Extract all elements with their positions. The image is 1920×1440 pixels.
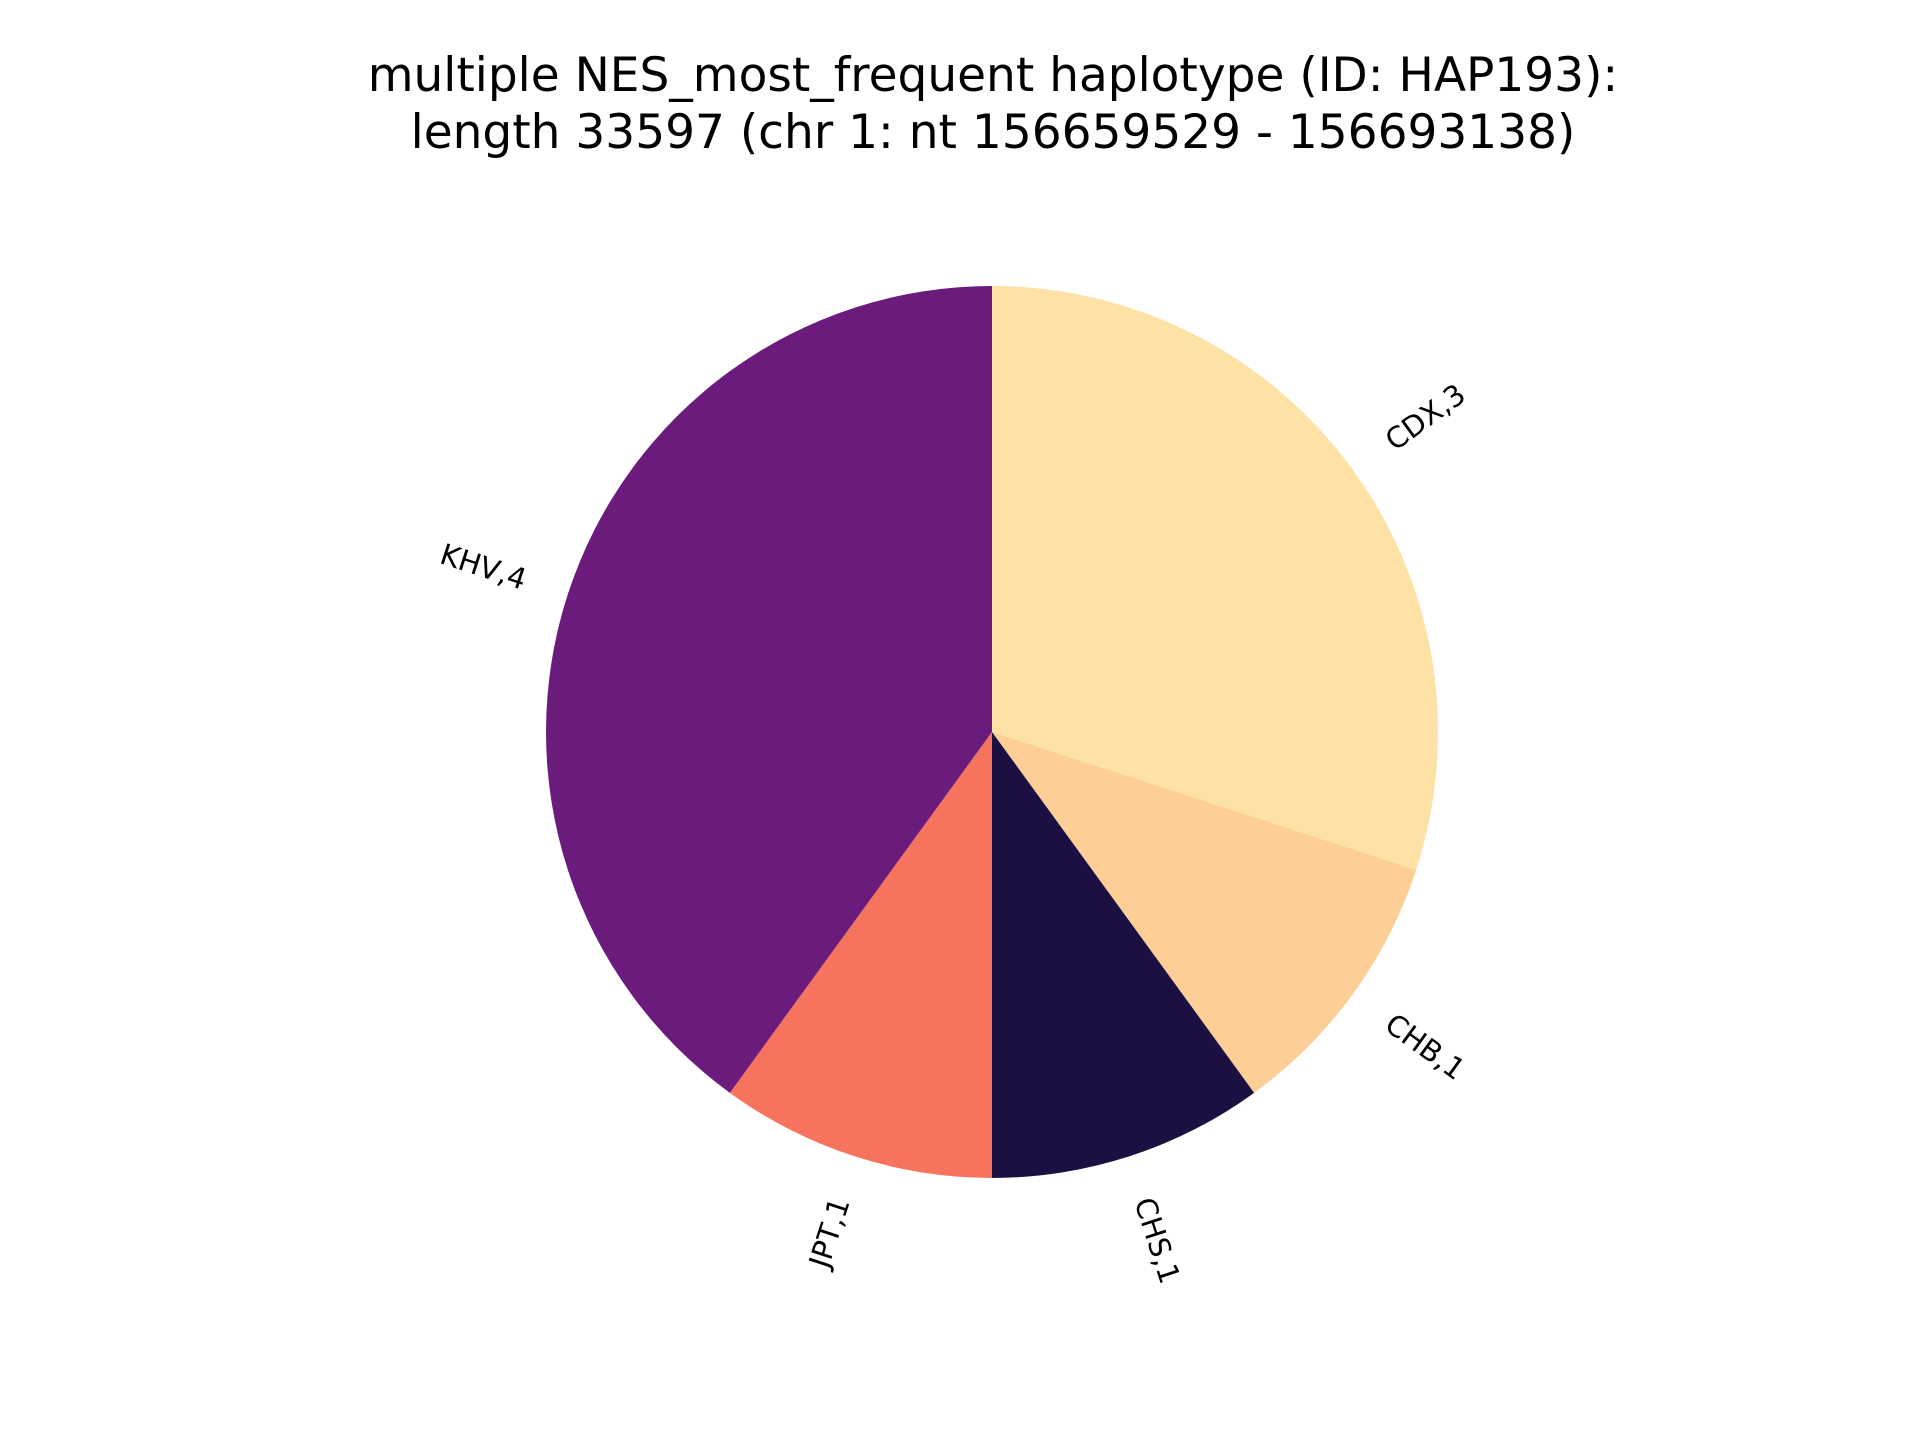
pie-label-jpt: JPT,1 bbox=[802, 1193, 857, 1273]
chart-subtitle: length 33597 (chr 1: nt 156659529 - 1566… bbox=[411, 105, 1576, 160]
pie-label-chb: CHB,1 bbox=[1379, 1007, 1471, 1087]
pie-slices bbox=[546, 286, 1438, 1178]
pie-slice-chs bbox=[992, 732, 1255, 1178]
pie-slice-jpt bbox=[729, 732, 992, 1178]
pie-label-chs: CHS,1 bbox=[1127, 1193, 1187, 1287]
pie-slice-khv bbox=[546, 286, 992, 1093]
pie-slice-cdx bbox=[992, 286, 1438, 870]
pie-slice-chb bbox=[992, 732, 1417, 1093]
chart-title: multiple NES_most_frequent haplotype (ID… bbox=[368, 48, 1619, 103]
pie-label-khv: KHV,4 bbox=[436, 537, 531, 597]
pie-label-cdx: CDX,3 bbox=[1379, 377, 1472, 457]
